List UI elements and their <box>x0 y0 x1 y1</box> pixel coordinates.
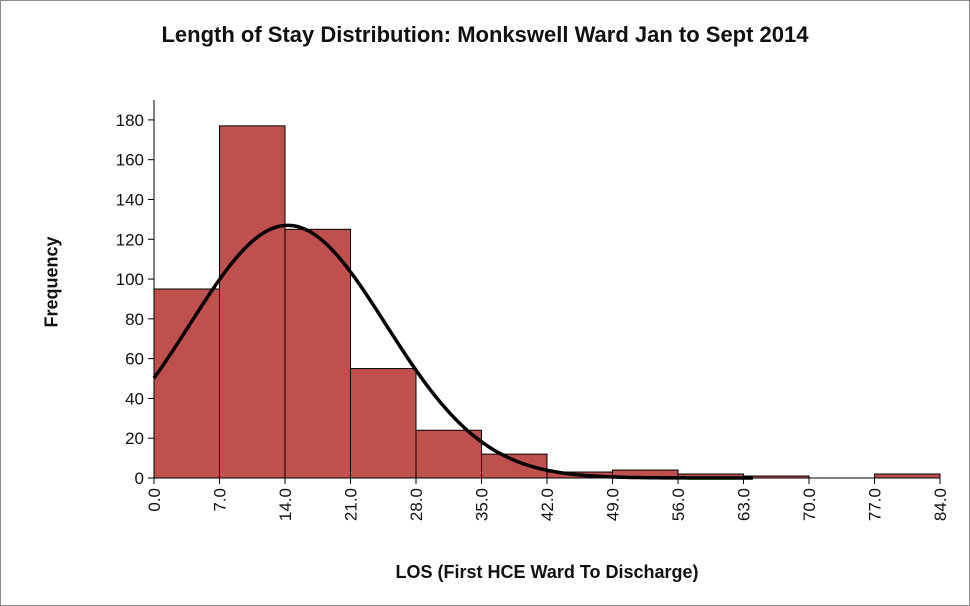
axes-group: 0 20 40 60 80 100 120 140 160 180 0.0 7.0 14.0 21.0 28… <box>116 100 950 521</box>
chart-title: Length of Stay Distribution: Monkswell W… <box>161 22 809 47</box>
y-tick-label-5: 100 <box>116 270 144 289</box>
histogram-bar-5 <box>481 453 548 479</box>
histogram-bar-2 <box>284 228 351 479</box>
x-tick-label-4: 28.0 <box>407 488 426 521</box>
x-tick-label-11: 77.0 <box>866 488 885 521</box>
histogram-bar-1 <box>219 125 286 479</box>
x-tick-label-1: 7.0 <box>211 488 230 512</box>
y-tick-label-8: 160 <box>116 151 144 170</box>
histogram-bar-11 <box>874 473 941 479</box>
y-tick-label-4: 80 <box>125 310 144 329</box>
x-tick-label-7: 49.0 <box>604 488 623 521</box>
histogram-bar-0 <box>153 288 220 479</box>
y-tick-label-6: 120 <box>116 230 144 249</box>
histogram-bar-3 <box>350 368 417 479</box>
x-axis-label: LOS (First HCE Ward To Discharge) <box>395 562 699 582</box>
x-tick-label-8: 56.0 <box>669 488 688 521</box>
bars-group <box>153 125 941 479</box>
x-tick-label-6: 42.0 <box>538 488 557 521</box>
x-tick-label-3: 21.0 <box>342 488 361 521</box>
x-tick-label-2: 14.0 <box>276 488 295 521</box>
y-tick-label-3: 60 <box>125 350 144 369</box>
histogram-bar-4 <box>415 429 482 479</box>
y-tick-label-9: 180 <box>116 111 144 130</box>
x-tick-label-0: 0.0 <box>145 488 164 512</box>
x-tick-label-5: 35.0 <box>473 488 492 521</box>
x-tick-label-9: 63.0 <box>735 488 754 521</box>
x-tick-label-10: 70.0 <box>800 488 819 521</box>
y-tick-label-1: 20 <box>125 429 144 448</box>
y-tick-label-7: 140 <box>116 190 144 209</box>
x-tick-label-12: 84.0 <box>931 488 950 521</box>
y-tick-label-2: 40 <box>125 389 144 408</box>
y-tick-label-0: 0 <box>135 469 144 488</box>
